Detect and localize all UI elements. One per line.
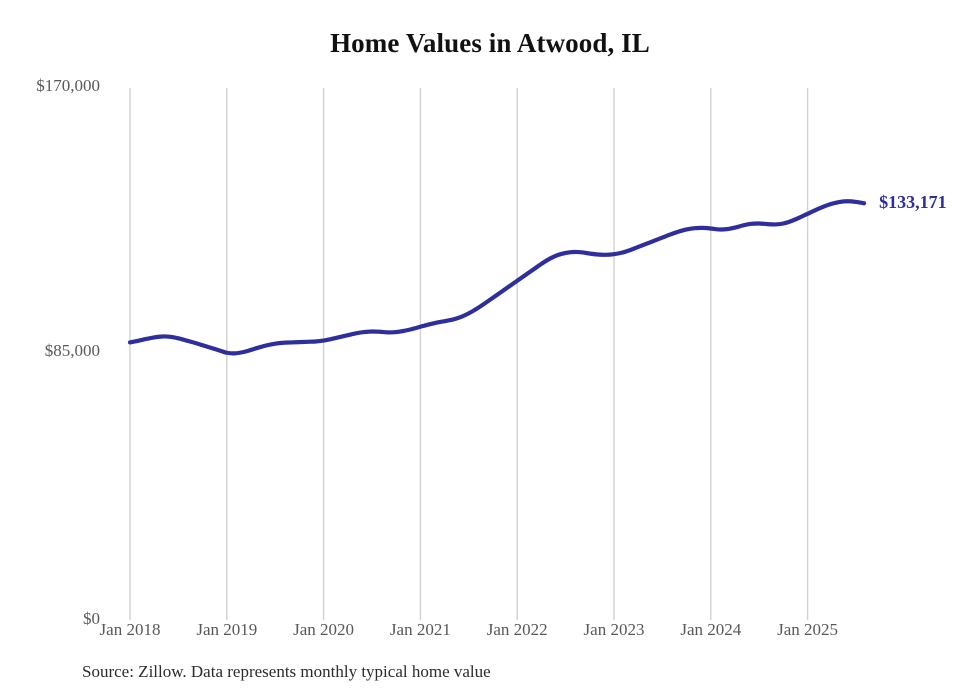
x-axis-tick-label: Jan 2020 <box>293 620 355 639</box>
chart-title: Home Values in Atwood, IL <box>330 28 650 58</box>
y-axis-tick-label-top: $170,000 <box>36 76 100 95</box>
end-value-label: $133,171 <box>879 192 947 213</box>
x-axis-tick-label: Jan 2024 <box>680 620 742 639</box>
x-axis-tick-label: Jan 2021 <box>389 620 451 639</box>
x-axis-tick-label: Jan 2023 <box>583 620 645 639</box>
data-line-typical-home-value <box>127 199 867 356</box>
y-axis-tick-label-mid: $85,000 <box>44 341 100 360</box>
x-axis-tick-label: Jan 2025 <box>777 620 839 639</box>
source-note: Source: Zillow. Data represents monthly … <box>82 662 491 681</box>
gridlines <box>129 88 809 620</box>
x-axis-tick-label: Jan 2019 <box>196 620 258 639</box>
x-axis-tick-label: Jan 2022 <box>486 620 548 639</box>
y-axis-tick-label-bottom: $0 <box>83 609 100 628</box>
x-axis-tick-label: Jan 2018 <box>99 620 161 639</box>
